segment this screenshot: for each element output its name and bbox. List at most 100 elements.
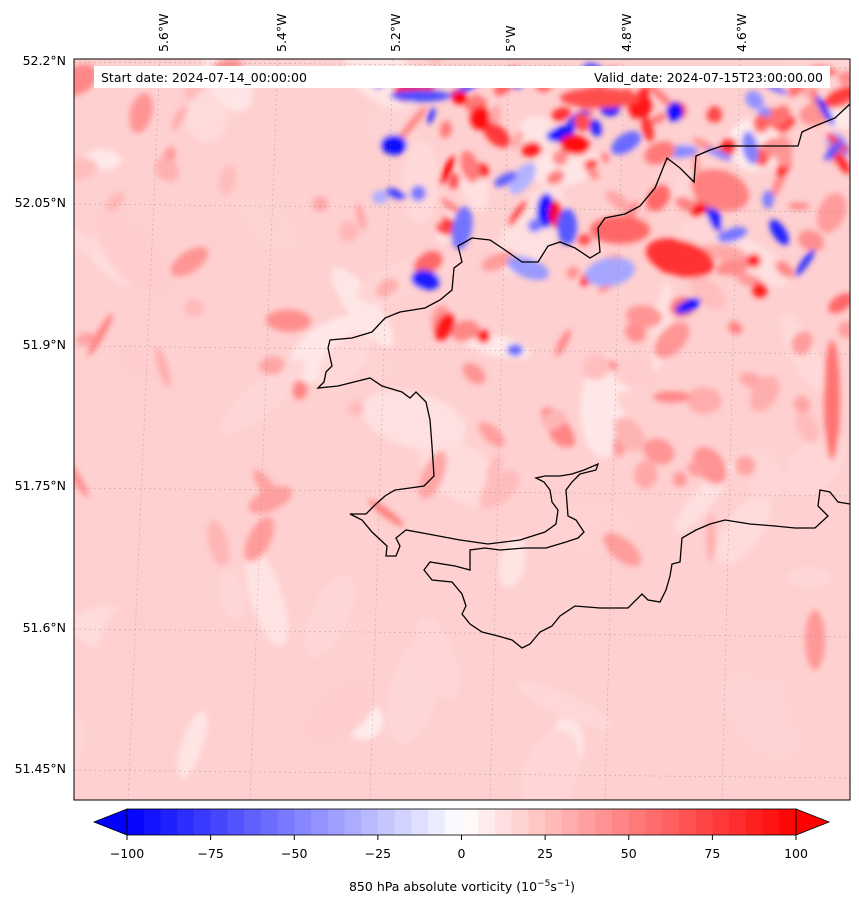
colorbar-cell: [745, 809, 764, 835]
colorbar-tick-label: −75: [197, 846, 223, 861]
vorticity-blob: [507, 200, 528, 227]
vorticity-blob: [603, 532, 642, 567]
vorticity-blob: [331, 267, 394, 348]
vorticity-blob: [476, 329, 491, 344]
vorticity-blob: [690, 200, 709, 218]
vorticity-blob: [479, 469, 519, 509]
colorbar-tick-label: 100: [784, 846, 808, 861]
colorbar-extend-high: [795, 808, 831, 836]
vorticity-blob: [508, 162, 536, 195]
colorbar-cell: [628, 809, 646, 835]
vorticity-blob: [74, 64, 98, 96]
vorticity-blob: [838, 320, 850, 339]
lat-label: 51.9°N: [23, 337, 66, 352]
lat-label: 51.75°N: [15, 478, 66, 493]
colorbar-cell: [294, 809, 312, 835]
vorticity-blob: [605, 190, 631, 212]
vorticity-blob: [74, 457, 89, 497]
vorticity-blob: [414, 615, 461, 700]
vorticity-blob: [94, 209, 173, 297]
colorbar-cells: [127, 809, 797, 835]
vorticity-blob: [440, 198, 462, 216]
vorticity-blob: [753, 114, 770, 133]
vorticity-blob: [105, 192, 125, 213]
vorticity-blob: [371, 190, 389, 204]
vorticity-blob: [402, 140, 440, 224]
vorticity-blob: [318, 413, 346, 493]
vorticity-blob: [795, 411, 820, 444]
vorticity-blob: [541, 409, 567, 430]
vorticity-blob: [139, 718, 180, 762]
vorticity-blob: [675, 297, 701, 315]
colorbar-cell: [678, 809, 697, 835]
vorticity-blob: [705, 106, 723, 124]
vorticity-blob: [762, 190, 774, 209]
vorticity-blob: [439, 155, 456, 186]
vorticity-blob: [218, 165, 237, 195]
vorticity-blob: [706, 201, 722, 232]
vorticity-blob: [380, 134, 408, 155]
vorticity-blob: [549, 426, 569, 447]
vorticity-blob: [653, 321, 690, 359]
vorticity-blob: [368, 499, 404, 527]
vorticity-blob: [705, 147, 733, 161]
start-date: Start date: 2024-07-14_00:00:00: [101, 70, 307, 85]
vorticity-blob: [418, 451, 447, 500]
colorbar-cell: [645, 809, 663, 835]
vorticity-blob: [675, 196, 697, 212]
colorbar-cell: [494, 809, 513, 835]
colorbar-cell: [127, 809, 145, 835]
map-frame: [73, 58, 851, 801]
vorticity-blob: [749, 375, 780, 412]
lon-label: 5.6°W: [156, 14, 171, 53]
vorticity-blob: [236, 193, 301, 256]
vorticity-blob: [686, 386, 722, 415]
vorticity-blob: [616, 391, 682, 452]
vorticity-blob: [574, 112, 590, 132]
colorbar-cell: [210, 809, 228, 835]
vorticity-blob: [560, 88, 640, 108]
lon-label: 5°W: [503, 25, 518, 52]
colorbar-label: 850 hPa absolute vorticity (10−5s−1): [349, 879, 575, 894]
vorticity-blob: [478, 421, 505, 448]
colorbar-cell: [779, 809, 797, 835]
colorbar-cell: [177, 809, 195, 835]
vorticity-blob: [612, 146, 653, 201]
lat-label: 52.05°N: [15, 195, 66, 210]
colorbar-cell: [478, 809, 496, 835]
vorticity-blob: [566, 266, 580, 279]
vorticity-blob: [410, 269, 441, 291]
vorticity-blob: [154, 157, 179, 182]
vorticity-blob: [486, 454, 503, 483]
vorticity-blob: [155, 347, 171, 388]
vorticity-blob: [397, 106, 427, 142]
vorticity-blob: [833, 97, 850, 108]
vorticity-blob: [706, 611, 786, 678]
colorbar-tick-label: 25: [537, 846, 553, 861]
vorticity-blob: [74, 229, 97, 257]
latitude-labels: 52.2°N 52.05°N 51.9°N 51.75°N 51.6°N 51.…: [15, 53, 66, 776]
vorticity-blob: [292, 380, 308, 400]
vorticity-blob: [768, 104, 791, 127]
vorticity-blob: [773, 134, 793, 167]
vorticity-blob: [816, 192, 847, 233]
vorticity-blob: [672, 471, 688, 487]
vorticity-blob: [451, 206, 473, 250]
colorbar-cell: [561, 809, 580, 835]
colorbar-cell: [327, 809, 345, 835]
vorticity-blob: [521, 141, 542, 158]
date-box: [94, 66, 830, 88]
vorticity-blob: [177, 711, 208, 779]
vorticity-blob: [815, 95, 835, 126]
vorticity-blob: [824, 340, 840, 460]
vorticity-blob: [613, 358, 660, 387]
vorticity-blob: [470, 106, 490, 130]
vorticity-blob: [643, 438, 675, 465]
vorticity-blob: [717, 226, 748, 243]
vorticity-blob: [527, 218, 543, 233]
vorticity-blob: [745, 90, 764, 110]
vorticity-blob: [641, 115, 654, 142]
colorbar-cell: [762, 809, 780, 835]
lat-label: 52.2°N: [23, 53, 66, 68]
colorbar-cell: [344, 809, 362, 835]
